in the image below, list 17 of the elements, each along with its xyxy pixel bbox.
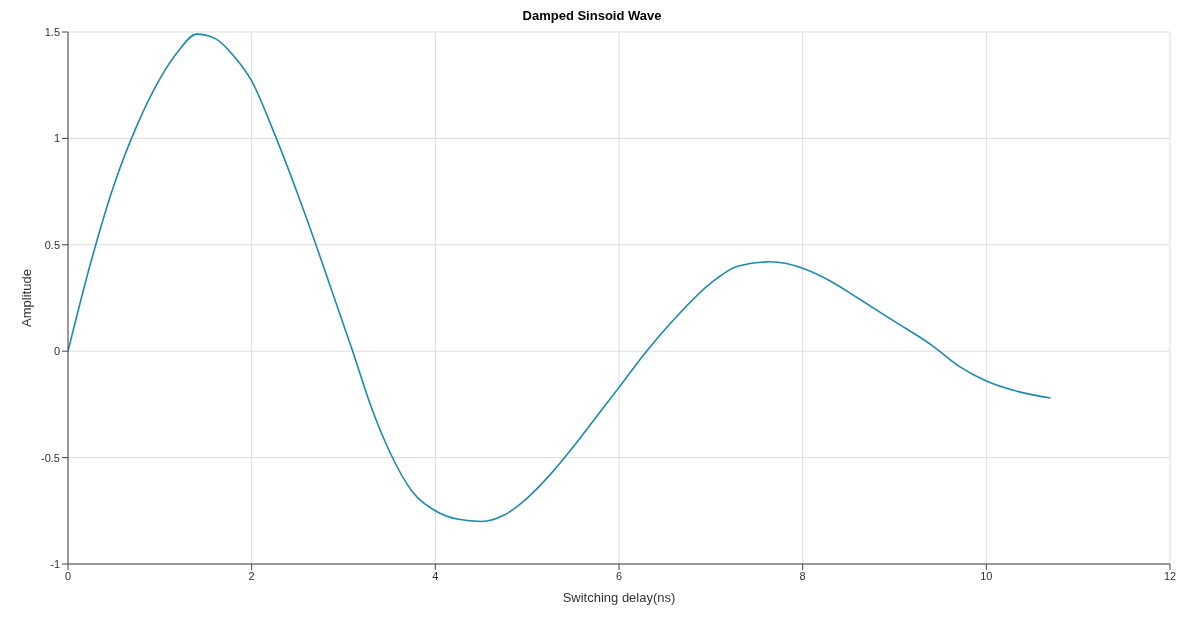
y-tick-label: -0.5 xyxy=(41,451,60,464)
x-tick-label: 6 xyxy=(615,569,623,582)
x-tick-label: 0 xyxy=(64,569,72,582)
x-axis-title: Switching delay(ns) xyxy=(562,590,676,605)
x-tick-label: 4 xyxy=(432,569,439,582)
y-tick-label: 1.5 xyxy=(44,25,60,38)
line-series xyxy=(68,33,1052,523)
y-tick-label: 0 xyxy=(53,345,60,358)
x-tick-label: 8 xyxy=(799,569,806,582)
x-tick-label: 2 xyxy=(248,569,255,582)
x-tick-label: 10 xyxy=(980,569,993,582)
y-tick-label: 1 xyxy=(53,132,60,145)
y-axis-title: Amplitude xyxy=(18,269,34,327)
y-tick-label: -1 xyxy=(50,557,60,570)
x-tick-label: 12 xyxy=(1163,569,1177,582)
chart-title: Damped Sinsoid Wave xyxy=(521,8,663,25)
y-tick-label: 0.5 xyxy=(44,238,60,251)
